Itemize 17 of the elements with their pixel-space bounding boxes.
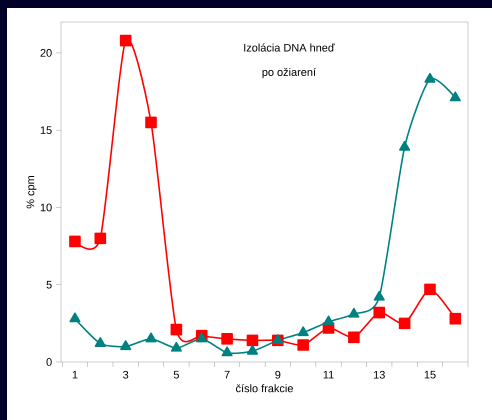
y-tick-label: 5 bbox=[46, 280, 52, 289]
x-tick-label: 1 bbox=[72, 370, 78, 378]
x-tick-label: 11 bbox=[324, 370, 334, 378]
annotation: Izolácia DNA hneď bbox=[244, 43, 335, 52]
x-tick-label: 5 bbox=[174, 370, 179, 378]
x-tick-label: 13 bbox=[374, 370, 385, 379]
y-tick-label: 20 bbox=[40, 49, 52, 57]
x-tick-label: 15 bbox=[424, 370, 436, 378]
x-axis-title: číslo frakcie bbox=[236, 384, 293, 392]
y-tick-label: 15 bbox=[40, 126, 52, 134]
y-axis-title: % cpm bbox=[26, 176, 36, 208]
annotation: po ožiarení bbox=[262, 68, 316, 78]
x-tick-label: 3 bbox=[123, 370, 128, 379]
x-tick-label: 9 bbox=[275, 370, 280, 379]
y-tick-label: 0 bbox=[46, 358, 52, 366]
y-tick-label: 10 bbox=[40, 204, 52, 212]
x-tick-label: 7 bbox=[224, 370, 230, 378]
